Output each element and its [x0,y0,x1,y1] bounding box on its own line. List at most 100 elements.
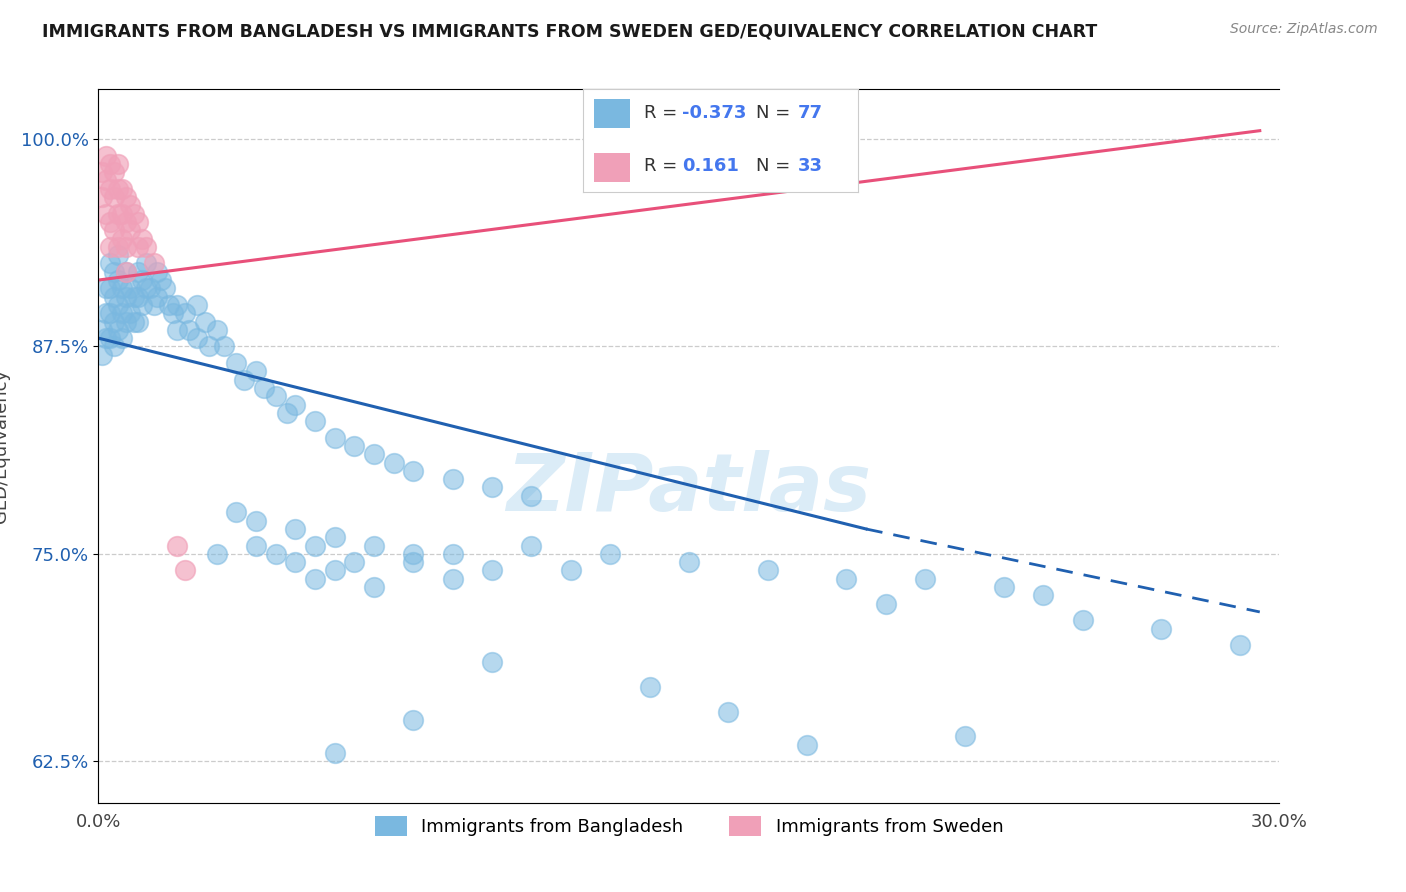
FancyBboxPatch shape [595,153,630,181]
Point [225,505,247,519]
Point [1071,613,1094,627]
Point [174,306,197,320]
Point [91,165,114,179]
Point [111,281,134,295]
Text: -0.373: -0.373 [682,104,747,122]
Point [96,281,118,295]
Point [118,306,141,320]
Point [96,148,118,162]
Point [96,173,118,187]
Point [225,356,247,370]
Point [323,431,346,445]
Point [142,256,165,270]
Point [96,207,118,221]
Point [441,572,464,586]
Point [118,281,141,295]
Point [284,522,307,536]
Point [481,564,503,578]
Point [166,298,188,312]
Point [284,397,307,411]
Point [678,555,700,569]
Point [150,273,173,287]
Text: N =: N = [756,157,796,175]
Point [953,730,976,744]
Point [103,265,125,279]
Point [107,157,129,171]
Point [107,248,129,262]
Point [402,555,425,569]
Point [177,323,200,337]
Point [253,381,276,395]
Point [875,597,897,611]
Point [796,738,818,752]
Point [245,539,267,553]
Point [599,547,621,561]
Point [118,223,141,237]
Point [481,655,503,669]
Point [264,389,287,403]
Point [127,290,149,304]
Point [264,547,287,561]
Text: IMMIGRANTS FROM BANGLADESH VS IMMIGRANTS FROM SWEDEN GED/EQUIVALENCY CORRELATION: IMMIGRANTS FROM BANGLADESH VS IMMIGRANTS… [42,22,1098,40]
Point [363,539,385,553]
Point [115,265,138,279]
Point [441,547,464,561]
Text: 0.161: 0.161 [682,157,740,175]
Text: R =: R = [644,157,689,175]
Point [96,306,118,320]
Point [157,298,180,312]
Point [146,265,169,279]
Point [98,215,121,229]
Point [323,746,346,760]
Point [138,281,160,295]
Point [103,165,125,179]
Point [118,198,141,212]
Point [402,464,425,478]
Point [127,215,149,229]
Point [214,339,236,353]
FancyBboxPatch shape [595,99,630,128]
Point [98,182,121,196]
Point [135,256,157,270]
Point [115,314,138,328]
Point [481,481,503,495]
Point [343,439,366,453]
Text: ZIPatlas: ZIPatlas [506,450,872,528]
Point [103,314,125,328]
Point [402,547,425,561]
Point [205,547,228,561]
Point [146,290,169,304]
Point [111,231,134,245]
Point [107,323,129,337]
Point [304,539,326,553]
Point [107,273,129,287]
Point [835,572,858,586]
Point [194,314,217,328]
Point [323,530,346,544]
Point [155,281,177,295]
Point [233,373,256,387]
Point [131,298,153,312]
Point [103,339,125,353]
Text: 77: 77 [797,104,823,122]
Point [323,564,346,578]
Point [717,705,740,719]
Point [162,306,184,320]
Point [127,314,149,328]
Point [402,713,425,727]
Point [122,314,145,328]
Point [98,306,121,320]
Point [115,215,138,229]
Legend: Immigrants from Bangladesh, Immigrants from Sweden: Immigrants from Bangladesh, Immigrants f… [360,801,1018,851]
Point [1229,638,1251,652]
Y-axis label: GED/Equivalency: GED/Equivalency [0,369,10,523]
Point [441,472,464,486]
Text: R =: R = [644,104,683,122]
Point [205,323,228,337]
Point [756,564,779,578]
Point [98,256,121,270]
Point [98,157,121,171]
Point [96,331,118,345]
Point [122,207,145,221]
Point [135,240,157,254]
